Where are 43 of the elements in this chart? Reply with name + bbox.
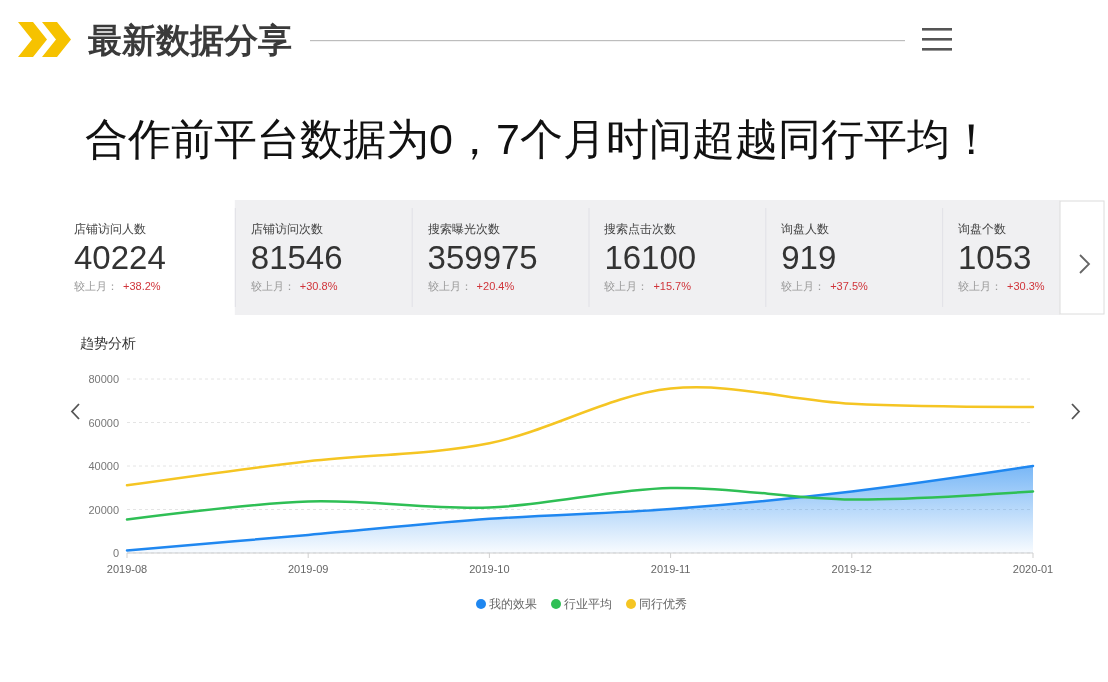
chart-title: 趋势分析 [80, 336, 136, 351]
text: +38.2% [123, 280, 161, 292]
text: 店铺访问人数 [74, 222, 146, 235]
text: 较上月： [781, 280, 826, 292]
text: +20.4% [476, 280, 515, 292]
x-tick-label: 2019-09 [288, 563, 329, 575]
text: 较上月： [958, 280, 1002, 292]
text: 搜索点击次数 [604, 223, 677, 235]
text: 询盘个数 [958, 223, 1006, 235]
text: 40224 [74, 239, 166, 276]
legend-label: 我的效果 [489, 598, 537, 610]
text: 搜索曝光次数 [427, 223, 500, 235]
legend-label: 同行优秀 [639, 598, 687, 610]
text: 81546 [250, 239, 343, 276]
x-tick-label: 2019-10 [469, 563, 510, 575]
line-series [125, 486, 1035, 521]
x-tick-label: 2019-12 [831, 563, 872, 575]
text: 359975 [427, 239, 538, 276]
text: 16100 [604, 239, 697, 276]
text: 店铺访问次数 [250, 222, 323, 235]
y-tick-label: 80000 [88, 373, 119, 385]
text: +37.5% [830, 280, 869, 292]
y-tick-label: 40000 [88, 460, 119, 472]
y-tick-label: 0 [112, 547, 119, 559]
text: 较上月： [74, 280, 118, 292]
text: 较上月： [250, 280, 295, 292]
text: 询盘人数 [781, 223, 830, 235]
x-tick-label: 2020-01 [1012, 563, 1054, 575]
text: 较上月： [427, 280, 472, 292]
line-series [125, 386, 1035, 487]
text: +30.3% [1007, 280, 1045, 292]
text: 合作前平台数据为0，7个月时间超越同行平均！ [85, 115, 993, 163]
text: +30.8% [299, 280, 338, 292]
y-tick-label: 20000 [88, 503, 119, 516]
y-tick-label: 60000 [88, 416, 119, 429]
x-tick-label: 2019-08 [106, 563, 148, 575]
x-tick-label: 2019-11 [650, 563, 691, 575]
text: +15.7% [653, 280, 692, 292]
text: 919 [781, 239, 837, 276]
legend-label: 行业平均 [564, 598, 612, 610]
text: 较上月： [604, 280, 649, 292]
text: 1053 [958, 239, 1032, 276]
text: 最新数据分享 [88, 21, 292, 59]
